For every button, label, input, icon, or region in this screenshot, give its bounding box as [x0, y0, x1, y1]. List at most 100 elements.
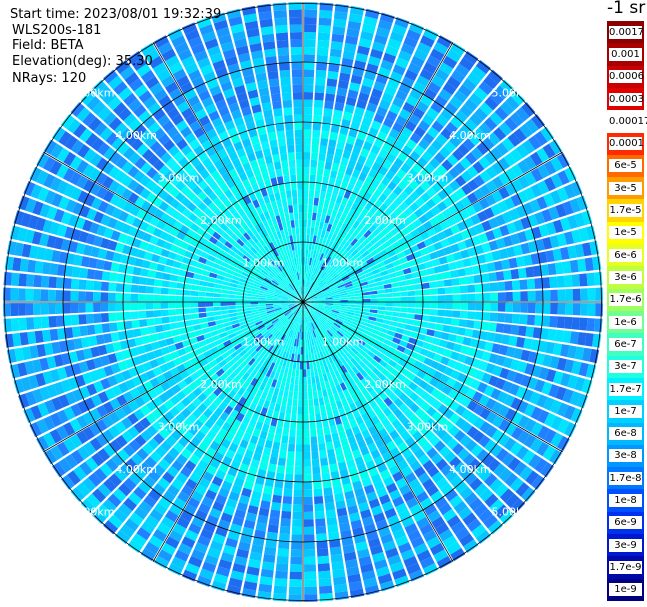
- ray-gate: [99, 463, 113, 477]
- ray-gate: [170, 163, 183, 175]
- ray-gate: [86, 383, 98, 396]
- ray-gate: [246, 334, 255, 342]
- ray-gate: [331, 344, 339, 353]
- ray-gate: [123, 293, 131, 302]
- ray-gate: [214, 283, 223, 289]
- ray-gate: [343, 344, 351, 352]
- ray-gate: [534, 379, 546, 393]
- ray-gate: [323, 199, 330, 208]
- ray-gate: [288, 313, 294, 320]
- ray-gate: [510, 324, 520, 336]
- ray-gate: [364, 374, 373, 384]
- ray-gate: [550, 432, 564, 448]
- ray-gate: [29, 345, 39, 359]
- ray-gate: [250, 459, 260, 469]
- range-label: 5.00km: [73, 505, 115, 518]
- ray-gate: [442, 420, 455, 432]
- ray-gate: [293, 481, 303, 490]
- ray-gate: [56, 264, 66, 276]
- ray-gate: [382, 377, 392, 387]
- ray-gate: [291, 265, 296, 274]
- ray-gate: [336, 454, 346, 464]
- ray-gate: [289, 167, 296, 176]
- ray-gate: [190, 371, 200, 381]
- ray-gate: [263, 485, 273, 495]
- ray-gate: [223, 209, 232, 219]
- ray-gate: [333, 333, 340, 341]
- ray-gate: [200, 64, 214, 76]
- ray-gate: [93, 313, 102, 324]
- ray-gate: [191, 516, 205, 528]
- ray-gate: [265, 298, 274, 301]
- ray-gate: [233, 374, 242, 384]
- ray-gate: [284, 319, 290, 327]
- ray-gate: [232, 175, 242, 185]
- ray-gate: [285, 190, 292, 199]
- ray-gate: [108, 117, 122, 131]
- ray-gate: [350, 519, 363, 530]
- ray-gate: [103, 520, 119, 535]
- ray-gate: [449, 494, 463, 508]
- ray-gate: [289, 212, 295, 221]
- ray-gate: [288, 284, 294, 291]
- ray-gate: [509, 441, 523, 456]
- ray-gate: [393, 387, 403, 398]
- ray-gate: [119, 463, 133, 477]
- colorbar-swatch: 1e-5: [607, 221, 644, 245]
- ray-gate: [117, 263, 127, 274]
- ray-gate: [350, 347, 359, 355]
- ray-gate: [464, 472, 478, 486]
- ray-gate: [213, 197, 223, 207]
- ray-gate: [368, 498, 381, 509]
- ray-gate: [56, 367, 68, 380]
- ray-gate: [307, 307, 313, 315]
- ray-gate: [227, 389, 237, 399]
- ray-gate: [222, 257, 232, 265]
- ray-gate: [336, 507, 348, 517]
- ray-gate: [325, 320, 333, 327]
- ray-gate: [250, 296, 259, 300]
- ray-gate: [216, 27, 231, 38]
- ray-gate: [266, 263, 273, 271]
- ray-gate: [286, 375, 291, 384]
- ray-gate: [272, 100, 282, 110]
- ray-gate: [14, 347, 24, 362]
- ray-gate: [44, 399, 56, 414]
- ray-gate: [264, 265, 272, 272]
- ray-gate: [261, 171, 270, 181]
- ray-gate: [228, 168, 238, 179]
- ray-gate: [83, 348, 93, 360]
- ray-gate: [352, 449, 362, 459]
- ray-gate: [418, 454, 430, 466]
- ray-gate: [303, 182, 309, 190]
- ray-gate: [413, 419, 425, 430]
- ray-gate: [498, 404, 510, 418]
- ray-gate: [212, 245, 222, 253]
- ray-gate: [52, 462, 66, 478]
- ray-gate: [578, 362, 589, 377]
- ray-gate: [285, 405, 292, 414]
- ray-gate: [306, 361, 310, 370]
- ray-gate: [305, 249, 309, 258]
- ray-gate: [234, 365, 243, 375]
- ray-gate: [165, 536, 180, 549]
- ray-gate: [244, 573, 259, 584]
- ray-gate: [216, 274, 225, 281]
- ray-gate: [311, 212, 317, 221]
- ray-gate: [96, 186, 108, 200]
- ray-gate: [336, 423, 345, 433]
- ray-gate: [225, 415, 236, 426]
- ray-gate: [156, 220, 167, 230]
- ray-gate: [418, 472, 431, 484]
- ray-gate: [303, 444, 311, 452]
- ray-gate: [85, 132, 99, 147]
- ray-gate: [94, 269, 103, 281]
- ray-gate: [237, 207, 246, 217]
- ray-gate: [109, 151, 122, 165]
- ray-gate: [316, 382, 322, 391]
- ray-gate: [286, 458, 295, 467]
- ray-gate: [291, 292, 298, 298]
- ray-gate: [273, 372, 280, 381]
- ray-gate: [151, 420, 164, 432]
- ray-gate: [280, 518, 291, 527]
